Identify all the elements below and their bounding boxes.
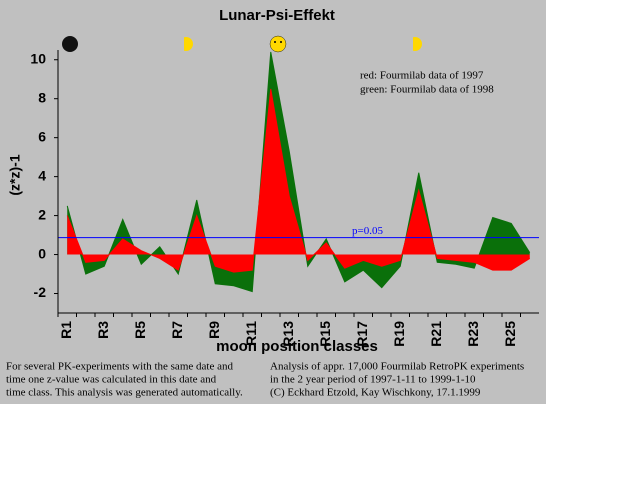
y-tick-label: 4 <box>38 167 46 183</box>
threshold-label: p=0.05 <box>352 225 383 237</box>
footer-text: For several PK-experiments with the same… <box>6 361 233 373</box>
moon-icons <box>62 35 422 53</box>
y-tick-label: 2 <box>38 206 46 222</box>
x-tick-label: R21 <box>428 321 444 347</box>
moon-icon <box>269 35 287 53</box>
footer-text: in the 2 year period of 1997-1-11 to 199… <box>270 374 476 386</box>
x-tick-label: R1 <box>58 321 74 339</box>
x-tick-label: R11 <box>243 321 259 346</box>
y-tick-label: 10 <box>30 50 46 66</box>
moon-eye <box>280 41 282 43</box>
x-tick-label: R7 <box>169 321 185 339</box>
x-axis-label: moon position classes <box>216 338 378 355</box>
x-tick-label: R17 <box>354 321 370 347</box>
x-tick-label: R25 <box>502 321 518 347</box>
moon-shadow <box>176 36 184 52</box>
footer-text: Analysis of appr. 17,000 Fourmilab Retro… <box>270 361 524 373</box>
plot-area: -2 0 2 4 6 8 10 p=0.05 R1 R3 R5 R7 R9 R11 R13 R15 R17 R19… <box>30 50 539 347</box>
footer-text: (C) Eckhard Etzold, Kay Wischkony, 17.1.… <box>270 387 481 399</box>
area-line <box>66 51 531 293</box>
y-tick-label: -2 <box>34 284 47 300</box>
footer-text: time one z-value was calculated in this … <box>6 374 217 386</box>
x-tick-label: R23 <box>465 321 481 347</box>
x-tick-label: R15 <box>317 321 333 347</box>
y-tick-label: 6 <box>38 128 46 144</box>
y-tick-label: 0 <box>38 245 46 261</box>
x-tick-label: R19 <box>391 321 407 347</box>
moon-eye <box>274 41 276 43</box>
footer-text: time class. This analysis was generated … <box>6 387 243 399</box>
legend-entry: red: Fourmilab data of 1997 <box>360 70 484 82</box>
legend-entry: green: Fourmilab data of 1998 <box>360 84 494 96</box>
area-line <box>66 88 531 273</box>
x-tick-label: R5 <box>132 321 148 339</box>
y-tick-label: 8 <box>38 89 46 105</box>
y-axis-label: (z*z)-1 <box>7 154 23 195</box>
moon-shadow <box>406 36 413 52</box>
x-tick-label: R3 <box>95 321 111 339</box>
moon-icon <box>62 36 78 52</box>
chart-title: Lunar-Psi-Effekt <box>219 7 335 24</box>
x-tick-label: R9 <box>206 321 222 339</box>
x-tick-label: R13 <box>280 321 296 347</box>
area-fill <box>67 88 530 273</box>
